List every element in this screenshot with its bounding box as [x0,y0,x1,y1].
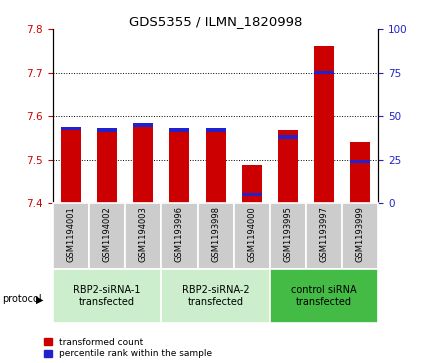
Bar [169,131,189,203]
Bar [61,127,81,203]
Text: protocol: protocol [2,294,42,305]
Bar [242,166,262,203]
Text: control siRNA
transfected: control siRNA transfected [291,285,357,307]
Title: GDS5355 / ILMN_1820998: GDS5355 / ILMN_1820998 [129,15,302,28]
Bar [350,142,370,203]
Text: GSM1193998: GSM1193998 [211,206,220,262]
Bar [97,129,117,203]
Bar [350,160,370,163]
Bar [97,129,117,132]
Legend: transformed count, percentile rank within the sample: transformed count, percentile rank withi… [44,338,213,359]
Bar [161,269,270,323]
Text: GSM1194002: GSM1194002 [103,206,112,262]
Text: GSM1193995: GSM1193995 [283,206,293,262]
Text: GSM1193996: GSM1193996 [175,206,184,262]
Bar [278,135,298,139]
Bar [314,71,334,74]
Bar [314,46,334,203]
Text: GSM1194001: GSM1194001 [66,206,75,262]
Text: GSM1193999: GSM1193999 [356,206,365,262]
Bar [242,193,262,196]
Bar [205,129,226,132]
Bar [278,130,298,203]
Text: RBP2-siRNA-2
transfected: RBP2-siRNA-2 transfected [182,285,249,307]
Bar [169,129,189,132]
Text: RBP2-siRNA-1
transfected: RBP2-siRNA-1 transfected [73,285,141,307]
Bar [53,203,89,269]
Bar [133,123,153,203]
Text: GSM1194003: GSM1194003 [139,206,148,262]
Bar [270,269,378,323]
Bar [198,203,234,269]
Text: GSM1193997: GSM1193997 [319,206,329,262]
Bar [270,203,306,269]
Bar [161,203,198,269]
Bar [306,203,342,269]
Bar [234,203,270,269]
Bar [342,203,378,269]
Text: ▶: ▶ [36,294,44,305]
Bar [61,127,81,130]
Bar [53,269,161,323]
Bar [125,203,161,269]
Bar [89,203,125,269]
Bar [205,130,226,203]
Text: GSM1194000: GSM1194000 [247,206,256,262]
Bar [133,123,153,127]
